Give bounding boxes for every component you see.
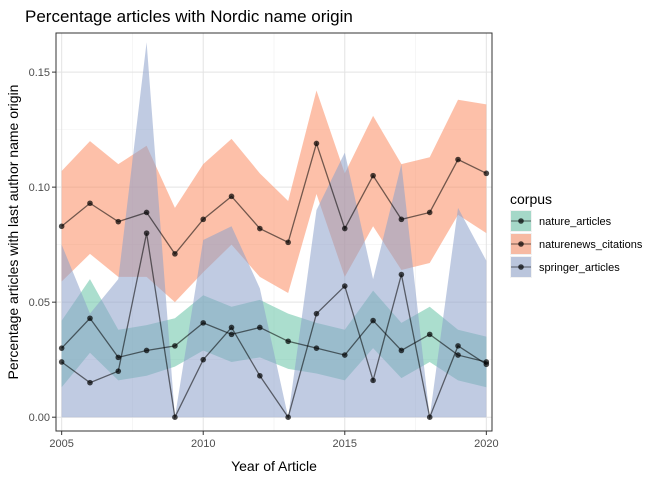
point-springer_articles <box>257 372 263 379</box>
point-naturenews_citations <box>58 223 65 230</box>
x-tick-label: 2020 <box>474 438 498 450</box>
y-tick-label: 0.05 <box>29 297 50 309</box>
point-naturenews_citations <box>426 209 433 216</box>
line-naturenews_citations <box>61 141 487 255</box>
y-tick-label: 0.15 <box>29 67 50 79</box>
x-tick-label: 2015 <box>333 438 357 450</box>
point-springer_articles <box>172 414 178 420</box>
point-nature_articles <box>143 347 150 354</box>
point-nature_articles <box>228 331 235 338</box>
legend-label-springer_articles: springer_articles <box>539 262 620 274</box>
legend-title: corpus <box>510 191 552 207</box>
point-springer_articles <box>398 271 405 278</box>
point-nature_articles <box>200 320 207 326</box>
point-nature_articles <box>257 324 263 331</box>
x-tick-label: 2005 <box>49 438 73 450</box>
legend: corpus nature_articles naturenews_citatio… <box>510 191 643 278</box>
point-nature_articles <box>58 345 65 351</box>
legend-point <box>518 218 524 224</box>
point-nature_articles <box>341 352 348 358</box>
point-naturenews_citations <box>87 200 93 207</box>
legend-label-nature_articles: nature_articles <box>539 216 612 228</box>
y-tick-label: 0.10 <box>29 182 50 194</box>
point-nature_articles <box>313 345 320 351</box>
point-naturenews_citations <box>483 170 490 177</box>
y-axis: 0.00 0.05 0.10 0.15 <box>29 67 56 424</box>
point-naturenews_citations <box>455 156 461 163</box>
point-nature_articles <box>115 354 122 361</box>
confidence-bands <box>61 42 487 418</box>
band-naturenews_citations <box>61 90 487 303</box>
legend-label-naturenews_citations: naturenews_citations <box>539 239 643 251</box>
point-nature_articles <box>172 343 178 349</box>
line-springer_articles <box>61 233 487 420</box>
point-springer_articles <box>313 310 320 317</box>
point-springer_articles <box>87 379 93 386</box>
point-springer_articles <box>58 359 65 365</box>
x-axis: 2005 2010 2015 2020 <box>49 431 499 450</box>
point-springer_articles <box>341 283 348 289</box>
point-nature_articles <box>87 315 93 322</box>
chart-title: Percentage articles with Nordic name ori… <box>25 7 353 26</box>
band-springer_articles <box>61 42 487 418</box>
line-nature_articles <box>61 317 487 363</box>
point-springer_articles <box>143 230 150 236</box>
point-springer_articles <box>455 343 461 349</box>
point-nature_articles <box>455 352 461 358</box>
point-springer_articles <box>228 324 235 331</box>
point-naturenews_citations <box>115 218 122 225</box>
point-naturenews_citations <box>285 239 291 246</box>
plot-border <box>55 32 493 432</box>
point-nature_articles <box>398 347 405 354</box>
legend-point <box>518 264 524 270</box>
point-nature_articles <box>370 317 376 324</box>
y-axis-label: Percentage articles with last author nam… <box>5 85 21 380</box>
point-springer_articles <box>285 414 291 420</box>
legend-point <box>518 241 524 247</box>
point-nature_articles <box>426 331 433 338</box>
point-naturenews_citations <box>398 216 405 223</box>
point-naturenews_citations <box>200 216 207 223</box>
x-tick-label: 2010 <box>191 438 215 450</box>
y-tick-label: 0.00 <box>29 412 50 424</box>
point-naturenews_citations <box>341 225 348 232</box>
point-springer_articles <box>370 377 376 384</box>
point-springer_articles <box>483 361 490 368</box>
series-points <box>58 140 490 420</box>
series-lines <box>61 141 487 420</box>
point-naturenews_citations <box>257 225 263 232</box>
point-naturenews_citations <box>313 140 320 147</box>
point-springer_articles <box>200 356 207 363</box>
point-naturenews_citations <box>228 193 235 200</box>
point-springer_articles <box>426 414 433 420</box>
x-axis-label: Year of Article <box>231 458 317 474</box>
point-naturenews_citations <box>143 209 150 216</box>
point-naturenews_citations <box>172 251 178 257</box>
point-springer_articles <box>115 368 122 374</box>
point-nature_articles <box>285 338 291 345</box>
point-naturenews_citations <box>370 172 376 179</box>
